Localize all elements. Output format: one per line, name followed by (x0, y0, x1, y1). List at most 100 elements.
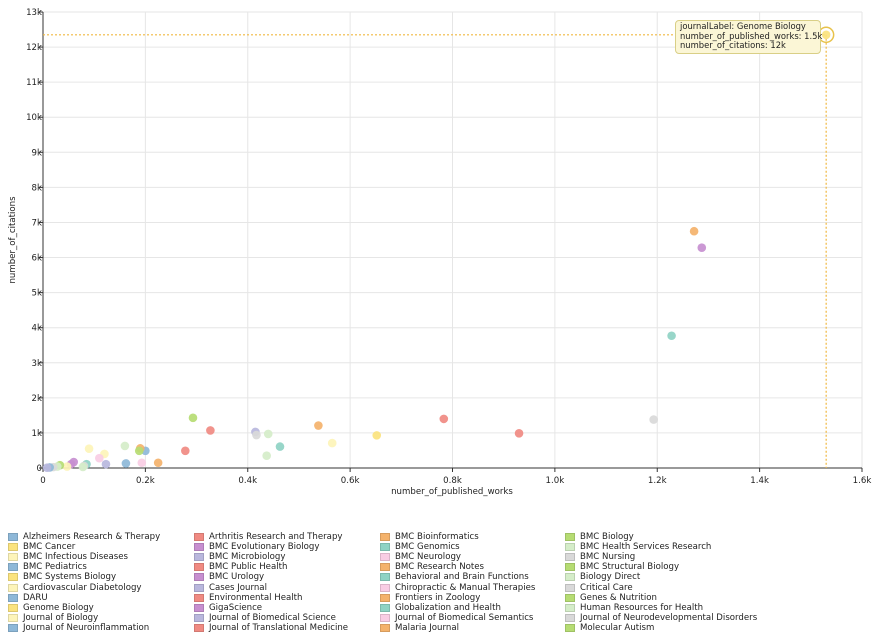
legend-item[interactable]: BMC Microbiology (194, 552, 285, 562)
legend: Alzheimers Research & Therapy BMC Cancer B… (8, 532, 874, 636)
data-point (263, 429, 273, 439)
legend-swatch (8, 603, 18, 612)
legend-label: Journal of Biology (23, 612, 99, 623)
legend-swatch (194, 603, 204, 612)
legend-item[interactable]: Globalization and Health (380, 603, 501, 613)
legend-swatch (8, 543, 18, 552)
legend-item[interactable]: Environmental Health (194, 593, 302, 603)
legend-label: Arthritis Research and Therapy (209, 532, 343, 542)
legend-item[interactable]: Cases Journal (194, 583, 267, 593)
legend-swatch (194, 573, 204, 582)
legend-label: DARU (23, 592, 48, 603)
legend-item[interactable]: BMC Structural Biology (565, 562, 679, 572)
legend-item[interactable]: BMC Nursing (565, 552, 635, 562)
legend-swatch (8, 533, 18, 541)
legend-item[interactable]: BMC Infectious Diseases (8, 552, 128, 562)
data-point (153, 458, 163, 468)
data-point (327, 438, 337, 448)
legend-swatch (565, 623, 575, 632)
legend-item[interactable]: BMC Pediatrics (8, 562, 87, 572)
legend-label: Genome Biology (23, 602, 94, 613)
data-point (101, 459, 111, 469)
legend-item[interactable]: Arthritis Research and Therapy (194, 532, 343, 542)
legend-item[interactable]: Journal of Biomedical Semantics (380, 613, 533, 623)
legend-swatch (380, 543, 390, 552)
data-point (821, 30, 831, 40)
x-tick-label: 0.4k (238, 476, 257, 486)
data-point (697, 243, 707, 253)
legend-item[interactable]: GigaScience (194, 603, 262, 613)
legend-swatch (194, 553, 204, 562)
legend-item[interactable]: DARU (8, 593, 48, 603)
data-point (134, 446, 144, 456)
data-point (689, 226, 699, 236)
legend-label: Critical Care (580, 582, 633, 593)
data-point (667, 331, 676, 341)
legend-label: Globalization and Health (395, 602, 501, 613)
data-point (181, 446, 190, 456)
legend-swatch (565, 563, 575, 572)
tooltip-citations: number_of_citations: 12k (680, 40, 786, 50)
y-tick-label: 8k (32, 183, 42, 193)
legend-item[interactable]: BMC Public Health (194, 562, 287, 572)
legend-item[interactable]: BMC Bioinformatics (380, 532, 479, 542)
data-point (514, 428, 524, 438)
legend-item[interactable]: Malaria Journal (380, 623, 459, 633)
legend-item[interactable]: Journal of Neuroinflammation (8, 623, 149, 633)
legend-item[interactable]: BMC Genomics (380, 542, 460, 552)
data-point (120, 441, 130, 451)
legend-swatch (380, 603, 390, 612)
legend-item[interactable]: Alzheimers Research & Therapy (8, 532, 160, 542)
legend-item[interactable]: Molecular Autism (565, 623, 654, 633)
tooltip-journal-label: journalLabel: Genome Biology (680, 21, 806, 31)
legend-swatch (565, 603, 575, 612)
y-tick-label: 1k (32, 429, 42, 439)
legend-item[interactable]: BMC Biology (565, 532, 634, 542)
y-tick-label: 5k (32, 289, 42, 299)
legend-swatch (565, 553, 575, 562)
legend-item[interactable]: BMC Research Notes (380, 562, 484, 572)
legend-label: Malaria Journal (395, 622, 459, 633)
legend-label: Journal of Neurodevelopmental Disorders (580, 612, 758, 623)
y-tick-label: 7k (32, 218, 42, 228)
x-tick-label: 1.0k (546, 476, 565, 486)
legend-item[interactable]: Genes & Nutrition (565, 593, 657, 603)
legend-item[interactable]: BMC Urology (194, 572, 264, 582)
legend-swatch (194, 543, 204, 552)
legend-label: BMC Evolutionary Biology (209, 542, 320, 553)
legend-item[interactable]: BMC Health Services Research (565, 542, 711, 552)
data-point (121, 459, 131, 468)
y-tick-label: 13k (26, 8, 42, 18)
legend-item[interactable]: BMC Cancer (8, 542, 75, 552)
legend-item[interactable]: BMC Neurology (380, 552, 461, 562)
y-tick-label: 6k (32, 254, 42, 264)
legend-item[interactable]: Human Resources for Health (565, 603, 703, 613)
legend-item[interactable]: Journal of Biomedical Science (194, 613, 336, 623)
legend-item[interactable]: Chiropractic & Manual Therapies (380, 583, 535, 593)
legend-item[interactable]: Biology Direct (565, 572, 640, 582)
legend-swatch (380, 583, 390, 592)
legend-label: BMC Research Notes (395, 562, 485, 573)
legend-label: BMC Pediatrics (23, 562, 87, 573)
legend-item[interactable]: Genome Biology (8, 603, 94, 613)
legend-item[interactable]: Journal of Translational Medicine (194, 623, 348, 633)
legend-item[interactable]: Cardiovascular Diabetology (8, 583, 142, 593)
legend-item[interactable]: BMC Evolutionary Biology (194, 542, 319, 552)
legend-swatch (380, 553, 390, 562)
legend-item[interactable]: Frontiers in Zoology (380, 593, 480, 603)
legend-item[interactable]: Critical Care (565, 583, 633, 593)
legend-item[interactable]: Behavioral and Brain Functions (380, 572, 529, 582)
legend-swatch (380, 563, 390, 572)
data-point (78, 462, 88, 472)
legend-swatch (194, 583, 204, 592)
data-point (188, 413, 198, 423)
legend-label: Journal of Biomedical Semantics (395, 612, 534, 623)
legend-label: Behavioral and Brain Functions (395, 572, 529, 583)
legend-item[interactable]: Journal of Biology (8, 613, 98, 623)
legend-item[interactable]: Journal of Neurodevelopmental Disorders (565, 613, 757, 623)
legend-label: BMC Systems Biology (23, 572, 117, 583)
legend-label: Molecular Autism (580, 622, 655, 633)
legend-swatch (8, 623, 18, 632)
legend-label: Cardiovascular Diabetology (23, 582, 142, 593)
legend-item[interactable]: BMC Systems Biology (8, 572, 116, 582)
